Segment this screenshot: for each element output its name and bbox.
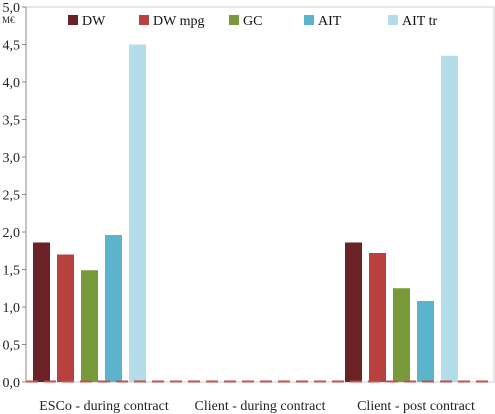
legend-swatch <box>388 15 398 25</box>
bar <box>441 55 458 382</box>
y-axis-unit-label: M€ <box>2 15 15 25</box>
bars <box>26 44 494 383</box>
y-tick-label: 4,0 <box>3 76 21 91</box>
bar <box>129 44 146 382</box>
y-tick-label: 1,5 <box>3 264 21 279</box>
x-axis: ESCo - during contract Client - during co… <box>39 399 475 414</box>
category-label: Client - post contract <box>357 399 475 414</box>
bar <box>81 270 98 382</box>
legend-label: GC <box>243 14 262 29</box>
y-tick-label: 0,0 <box>3 376 21 391</box>
legend-swatch <box>229 15 239 25</box>
bar <box>105 235 122 382</box>
bar <box>345 242 362 382</box>
legend-swatch <box>304 15 314 25</box>
legend-label: DW <box>82 14 106 29</box>
y-tick-label: 1,0 <box>3 301 21 316</box>
legend-swatch <box>68 15 78 25</box>
y-tick-label: 3,0 <box>3 151 21 166</box>
bar <box>417 301 434 382</box>
y-axis: 0,0 0,5 1,0 1,5 2,0 2,5 3,0 3,5 4,0 4,5 5,0 <box>3 1 27 391</box>
y-tick-label: 4,5 <box>3 39 21 54</box>
y-tick-label: 2,0 <box>3 226 21 241</box>
legend-label: DW mpg <box>153 14 204 29</box>
y-tick-label: 3,5 <box>3 114 21 129</box>
y-tick-label: 2,5 <box>3 189 21 204</box>
bar <box>393 288 410 382</box>
bar <box>369 253 386 382</box>
legend: DW DW mpg GC AIT AIT tr <box>68 14 437 29</box>
y-tick-label: 0,5 <box>3 339 21 354</box>
bar <box>57 254 74 382</box>
bar <box>33 242 50 382</box>
category-label: ESCo - during contract <box>39 399 169 414</box>
category-label: Client - during contract <box>194 399 325 414</box>
y-tick-label: 5,0 <box>3 1 21 16</box>
legend-label: AIT <box>318 14 342 29</box>
legend-label: AIT tr <box>402 14 437 29</box>
legend-swatch <box>139 15 149 25</box>
